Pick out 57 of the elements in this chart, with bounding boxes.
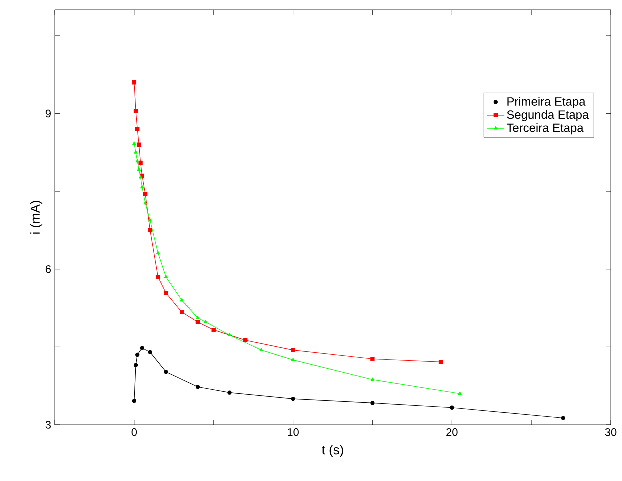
point [196, 316, 200, 320]
point [180, 310, 184, 315]
point [132, 142, 136, 146]
y-axis-title: i (mA) [30, 201, 43, 234]
point [136, 352, 140, 358]
point [164, 370, 168, 374]
point [370, 378, 375, 382]
y-tick-label: 6 [46, 266, 51, 274]
y-tick-label: 9 [46, 110, 51, 118]
point [291, 348, 296, 352]
point [291, 358, 296, 362]
point [291, 396, 296, 402]
x-tick-label: 10 [288, 428, 299, 436]
point [196, 320, 200, 324]
point [137, 168, 142, 171]
x-axis-title: t (s) [322, 445, 344, 458]
point [204, 320, 208, 324]
point [148, 228, 152, 233]
legend-label: Primeira Etapa [508, 97, 586, 108]
point [136, 127, 140, 132]
legend-label: Terceira Etapa [506, 123, 584, 135]
point [140, 185, 144, 189]
point [144, 201, 148, 205]
point [148, 218, 152, 222]
point [143, 192, 148, 196]
point [196, 385, 200, 390]
x-tick-label: 20 [446, 428, 458, 436]
legend-label: Segunda Etapa [507, 110, 590, 122]
point [156, 275, 160, 280]
point [458, 392, 462, 396]
point [244, 338, 248, 343]
point [156, 251, 160, 254]
point [561, 416, 566, 420]
point [370, 401, 375, 406]
point [228, 333, 232, 336]
point [132, 80, 137, 85]
point [132, 399, 137, 404]
point [136, 159, 140, 163]
y-tick-label: 3 [46, 421, 51, 429]
point [164, 291, 168, 296]
point [370, 357, 375, 362]
point [212, 328, 216, 332]
point [228, 390, 232, 395]
x-tick-label: 30 [605, 428, 617, 436]
point [140, 346, 144, 350]
point [134, 109, 138, 114]
point [148, 350, 152, 354]
point [164, 275, 168, 278]
point [180, 298, 184, 302]
point [438, 360, 444, 364]
point [138, 160, 143, 166]
point [450, 406, 454, 410]
point [134, 150, 138, 154]
point [260, 348, 264, 352]
x-tick-label: 0 [132, 428, 138, 436]
point [134, 363, 138, 368]
point [137, 142, 142, 147]
